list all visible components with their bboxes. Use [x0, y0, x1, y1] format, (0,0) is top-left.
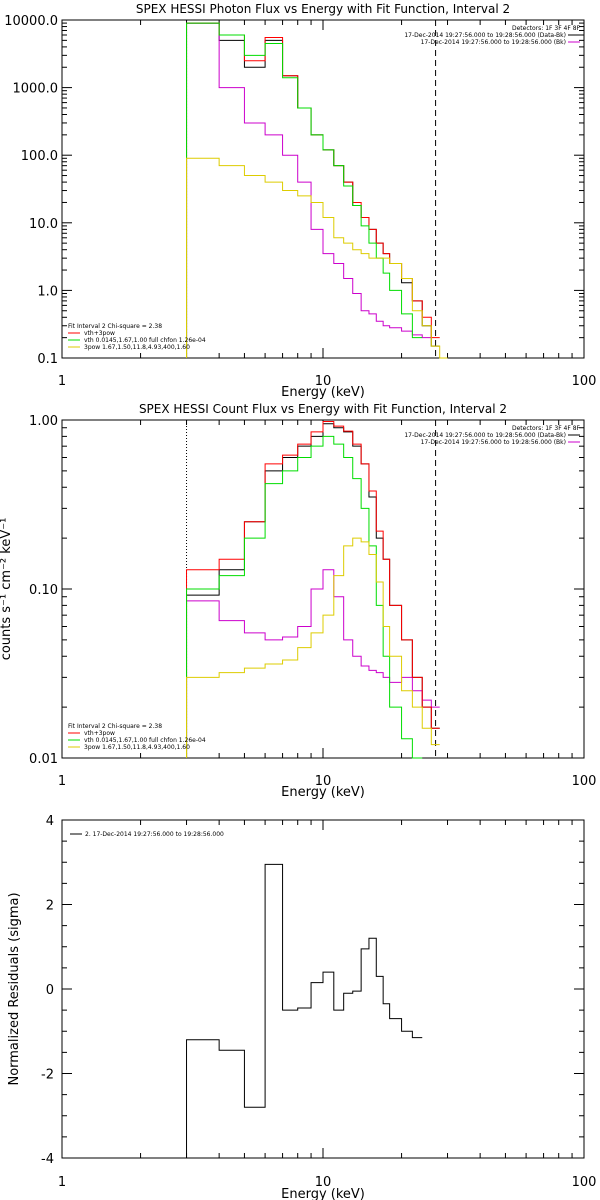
legend-fit-entry: vth 0.0145,1.67,1.00 full chfon 1.26e-04: [84, 337, 206, 344]
y-tick-label: 4: [46, 814, 54, 829]
y-tick-label: 1.00: [29, 414, 58, 429]
legend-entry: 2. 17-Dec-2014 19:27:56.000 to 19:28:56.…: [85, 831, 224, 838]
y-tick-label: 0.10: [29, 583, 58, 598]
legend-top-right-entry: 17-Dec-2014 19:27:56.000 to 19:28:56.000…: [404, 432, 566, 439]
y-tick-label: 1000.0: [13, 82, 59, 97]
x-tick-label: 1: [58, 1175, 66, 1190]
chart-title: SPEX HESSI Count Flux vs Energy with Fit…: [139, 402, 507, 416]
x-tick-label: 1: [58, 774, 66, 789]
x-tick-label: 10: [315, 1175, 332, 1190]
y-tick-label: 100.0: [21, 149, 58, 164]
legend-fit-entry: vth+3pow: [84, 730, 115, 737]
legend-top-right-entry: 17-Dec-2014 19:27:56.000 to 19:28:56.000…: [404, 32, 566, 39]
y-tick-label: 0: [46, 983, 54, 998]
chart-title: SPEX HESSI Photon Flux vs Energy with Fi…: [136, 2, 510, 16]
legend-top-right-entry: 17-Dec-2014 19:27:56.000 to 19:28:56.000…: [421, 39, 566, 46]
legend-top-right-entry: 17-Dec-2014 19:27:56.000 to 19:28:56.000…: [421, 439, 566, 446]
legend-fit-entry: vth 0.0145,1.67,1.00 full chfon 1.26e-04: [84, 737, 206, 744]
y-tick-label: 2: [46, 899, 54, 914]
legend-fit-entry: Fit Interval 2 Chi-square = 2.38: [68, 723, 162, 730]
plot-frame: [61, 19, 585, 359]
legend-fit-entry: 3pow 1.67,1.50,11.8,4.93,400,1.60: [84, 744, 190, 751]
y-tick-label: -4: [41, 1152, 54, 1167]
y-axis-label: counts s⁻¹ cm⁻² keV⁻¹: [0, 518, 14, 661]
y-tick-label: 10000.0: [4, 14, 58, 29]
series-line-4: [186, 435, 423, 759]
x-tick-label: 10: [315, 774, 332, 789]
series-line-5: [186, 537, 440, 758]
chart-panel-2: 1 10 100 0.01 0.10 1.00 SPEX HESSI Count Flux …: [0, 402, 596, 800]
x-tick-label: 100: [572, 774, 597, 789]
y-tick-label: -2: [41, 1068, 54, 1083]
x-axis-label: Energy (keV): [281, 385, 365, 400]
x-tick-label: 100: [572, 1175, 597, 1190]
x-tick-label: 100: [572, 374, 597, 389]
y-axis-label: Normalized Residuals (sigma): [7, 892, 22, 1085]
plot-frame: [61, 819, 585, 1159]
y-tick-label: 0.01: [29, 752, 58, 767]
legend-top-right-entry: Detectors: 1F 3F 4F 8F: [512, 25, 581, 32]
chart-panel-3: 1 10 100 -4 -2 0 2 4 Energy (keV) Normalized Resi…: [7, 814, 596, 1200]
series-line-2: [186, 569, 440, 758]
series-line-1: [186, 863, 423, 1158]
x-axis-label: Energy (keV): [281, 785, 365, 800]
x-tick-label: 10: [315, 374, 332, 389]
y-tick-label: 10.0: [29, 217, 58, 232]
series-line-4: [186, 22, 423, 358]
chart-panel-1: 1 10 100 0.1 1.0 10.0 100.0 1000.0 10000.0 SPEX H…: [4, 2, 596, 400]
x-axis-label: Energy (keV): [281, 1187, 365, 1200]
series-line-2: [186, 22, 432, 358]
y-tick-label: 0.1: [37, 352, 58, 367]
y-tick-label: 1.0: [37, 284, 58, 299]
legend-fit-entry: vth+3pow: [84, 330, 115, 337]
legend-fit-entry: Fit Interval 2 Chi-square = 2.38: [68, 323, 162, 330]
legend-top-right-entry: Detectors: 1F 3F 4F 8F: [512, 425, 581, 432]
x-tick-label: 1: [58, 374, 66, 389]
series-line-5: [186, 157, 448, 359]
legend-fit-entry: 3pow 1.67,1.50,11.8,4.93,400,1.60: [84, 344, 190, 351]
